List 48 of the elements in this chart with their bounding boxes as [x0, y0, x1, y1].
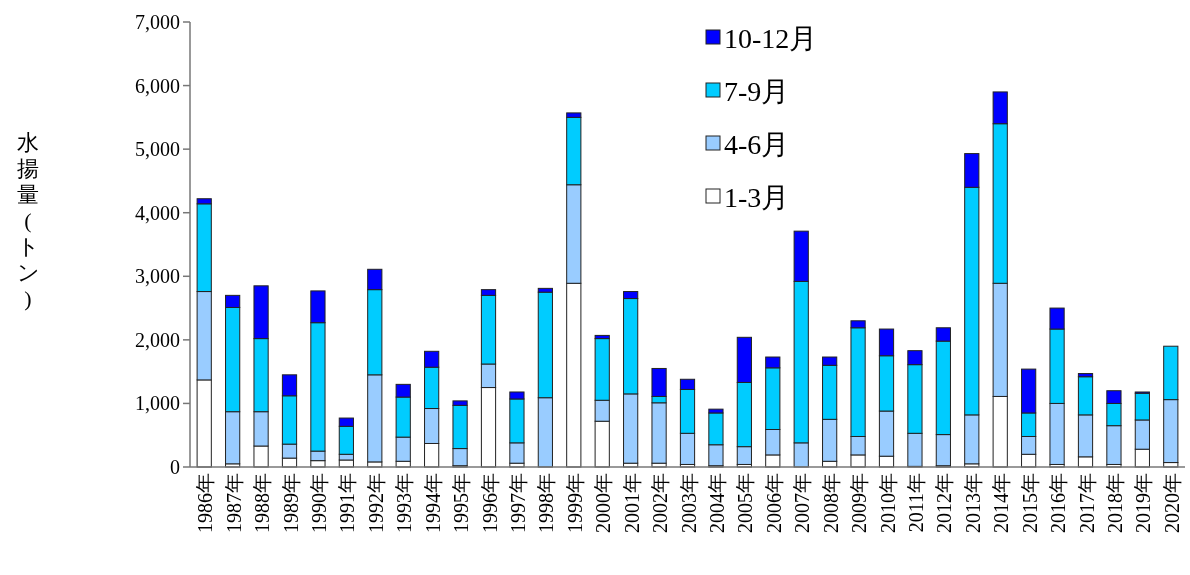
legend-label: 10-12月 — [724, 23, 818, 54]
x-tick-label: 1990年 — [307, 473, 330, 533]
x-tick-label: 2019年 — [1132, 473, 1155, 533]
x-tick-label: 1994年 — [421, 473, 444, 533]
legend-label: 4-6月 — [724, 129, 790, 160]
x-tick-label: 2003年 — [677, 473, 700, 533]
y-tick-label: 6,000 — [135, 74, 180, 97]
x-tick-label: 2006年 — [762, 473, 785, 533]
x-tick-label: 2005年 — [734, 473, 757, 533]
x-tick-label: 2014年 — [990, 473, 1013, 533]
x-tick-label: 2000年 — [592, 473, 615, 533]
x-tick-label: 2016年 — [1047, 473, 1070, 533]
y-axis-title: 水揚量(トン) — [16, 130, 40, 311]
x-tick-label: 2002年 — [649, 473, 672, 533]
x-tick-label: 2018年 — [1103, 473, 1126, 533]
x-tick-label: 2017年 — [1075, 473, 1098, 533]
x-tick-label: 1993年 — [393, 473, 416, 533]
x-tick-label: 2004年 — [705, 473, 728, 533]
legend-label: 1-3月 — [724, 182, 790, 213]
x-tick-label: 1998年 — [535, 473, 558, 533]
x-tick-label: 2015年 — [1018, 473, 1041, 533]
x-tick-label: 1987年 — [222, 473, 245, 533]
y-tick-label: 3,000 — [135, 265, 180, 288]
y-tick-label: 1,000 — [135, 392, 180, 415]
legend-label: 7-9月 — [724, 76, 790, 107]
x-tick-label: 2008年 — [819, 473, 842, 533]
x-tick-label: 2009年 — [848, 473, 871, 533]
y-tick-label: 5,000 — [135, 138, 180, 161]
x-tick-label: 2001年 — [620, 473, 643, 533]
x-tick-label: 2012年 — [933, 473, 956, 533]
x-tick-label: 2020年 — [1160, 473, 1183, 533]
y-tick-label: 4,000 — [135, 201, 180, 224]
x-tick-label: 1996年 — [478, 473, 501, 533]
x-tick-label: 2013年 — [961, 473, 984, 533]
x-tick-label: 2010年 — [876, 473, 899, 533]
x-tick-label: 1995年 — [450, 473, 473, 533]
x-tick-label: 1997年 — [506, 473, 529, 533]
x-tick-label: 2011年 — [904, 473, 927, 533]
y-tick-label: 0 — [170, 456, 180, 478]
x-tick-label: 1989年 — [279, 473, 302, 533]
x-tick-label: 1999年 — [563, 473, 586, 533]
x-tick-label: 1988年 — [251, 473, 274, 533]
x-tick-label: 1986年 — [194, 473, 217, 533]
y-tick-label: 7,000 — [135, 11, 180, 33]
x-tick-label: 1991年 — [336, 473, 359, 533]
y-tick-label: 2,000 — [135, 328, 180, 351]
x-tick-label: 2007年 — [791, 473, 814, 533]
x-tick-label: 1992年 — [364, 473, 387, 533]
